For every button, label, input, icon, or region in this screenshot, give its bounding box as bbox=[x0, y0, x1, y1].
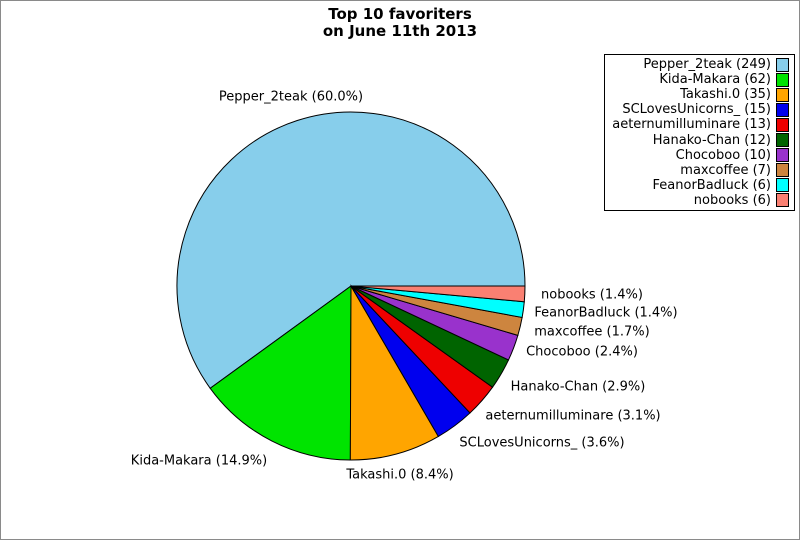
legend-item-aeternumilluminare: aeternumilluminare (13) bbox=[608, 117, 789, 132]
legend-item-maxcoffee: maxcoffee (7) bbox=[608, 163, 789, 178]
slice-label-nobooks: nobooks (1.4%) bbox=[541, 287, 643, 303]
slice-label-Takashi.0: Takashi.0 (8.4%) bbox=[346, 467, 454, 483]
legend-label: Takashi.0 (35) bbox=[680, 87, 771, 103]
legend-swatch bbox=[776, 193, 789, 208]
pie-slice-Pepper_2teak bbox=[176, 111, 526, 389]
slice-label-SCLovesUnicorns_: SCLovesUnicorns_ (3.6%) bbox=[459, 435, 625, 451]
legend-item-nobooks: nobooks (6) bbox=[608, 193, 789, 208]
legend-label: Hanako-Chan (12) bbox=[652, 132, 771, 148]
legend-item-Takashi.0: Takashi.0 (35) bbox=[608, 87, 789, 102]
legend-label: Pepper_2teak (249) bbox=[643, 57, 771, 73]
slice-label-Pepper_2teak: Pepper_2teak (60.0%) bbox=[218, 89, 364, 105]
legend-swatch bbox=[776, 57, 789, 72]
slice-label-Kida-Makara: Kida-Makara (14.9%) bbox=[130, 453, 268, 469]
legend-item-Chocoboo: Chocoboo (10) bbox=[608, 148, 789, 163]
legend-label: maxcoffee (7) bbox=[680, 162, 771, 178]
legend-swatch bbox=[776, 117, 789, 132]
slice-label-FeanorBadluck: FeanorBadluck (1.4%) bbox=[534, 305, 678, 321]
legend-swatch bbox=[776, 178, 789, 193]
pie-slice-Kida-Makara bbox=[209, 285, 352, 461]
legend-swatch bbox=[776, 163, 789, 178]
legend-label: Kida-Makara (62) bbox=[659, 72, 771, 88]
legend-item-SCLovesUnicorns_: SCLovesUnicorns_ (15) bbox=[608, 102, 789, 117]
legend-swatch bbox=[776, 72, 789, 87]
legend-label: nobooks (6) bbox=[693, 192, 771, 208]
legend-label: Chocoboo (10) bbox=[675, 147, 771, 163]
slice-label-Hanako-Chan: Hanako-Chan (2.9%) bbox=[510, 379, 646, 395]
legend-swatch bbox=[776, 148, 789, 163]
legend-item-FeanorBadluck: FeanorBadluck (6) bbox=[608, 178, 789, 193]
legend-label: FeanorBadluck (6) bbox=[652, 177, 771, 193]
slice-label-maxcoffee: maxcoffee (1.7%) bbox=[534, 324, 650, 340]
legend-item-Hanako-Chan: Hanako-Chan (12) bbox=[608, 133, 789, 148]
slice-label-aeternumilluminare: aeternumilluminare (3.1%) bbox=[485, 408, 661, 424]
legend-label: aeternumilluminare (13) bbox=[612, 117, 771, 133]
slice-label-Chocoboo: Chocoboo (2.4%) bbox=[526, 344, 638, 360]
legend-label: SCLovesUnicorns_ (15) bbox=[622, 102, 771, 118]
legend: Pepper_2teak (249) Kida-Makara (62) Takash… bbox=[604, 54, 795, 211]
legend-swatch bbox=[776, 133, 789, 148]
legend-item-Pepper_2teak: Pepper_2teak (249) bbox=[608, 57, 789, 72]
legend-swatch bbox=[776, 102, 789, 117]
legend-swatch bbox=[776, 87, 789, 102]
pie-slice-Takashi.0 bbox=[349, 284, 440, 461]
legend-item-Kida-Makara: Kida-Makara (62) bbox=[608, 72, 789, 87]
chart-title: Top 10 favoriters on June 11th 2013 bbox=[322, 5, 478, 40]
pie-slice-nobooks bbox=[350, 285, 526, 303]
